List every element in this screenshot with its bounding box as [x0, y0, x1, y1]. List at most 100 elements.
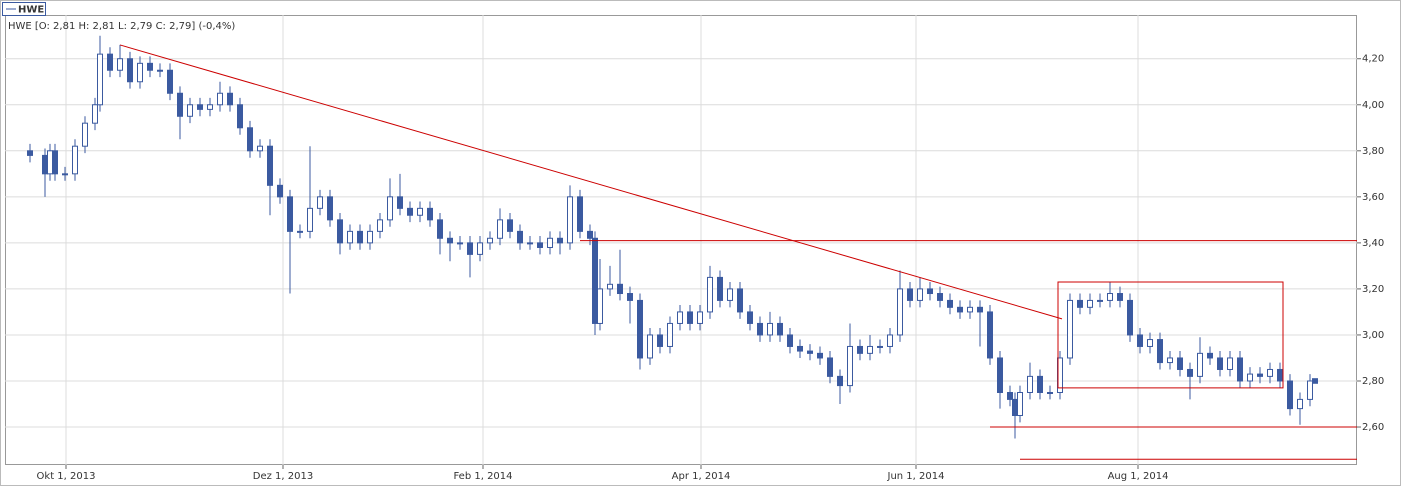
- candle-body: [397, 196, 403, 209]
- candle-body: [327, 196, 333, 221]
- candle-body: [407, 207, 413, 216]
- candle-body: [1137, 334, 1143, 347]
- marks: [27, 35, 1357, 460]
- candle-body: [1277, 368, 1283, 382]
- candle-body: [887, 334, 893, 347]
- candle-body: [1047, 391, 1053, 394]
- candle-body: [827, 357, 833, 377]
- candle-body: [497, 219, 503, 239]
- candle-body: [147, 62, 153, 71]
- candle-body: [937, 293, 943, 301]
- candle-body: [97, 53, 103, 106]
- candle-body: [337, 219, 343, 244]
- candle-body: [377, 219, 383, 232]
- candle-body: [1117, 293, 1123, 301]
- candle-body: [877, 345, 883, 348]
- plot-area: [5, 15, 1357, 465]
- candle-body: [1007, 391, 1013, 400]
- candle-body: [1147, 339, 1153, 347]
- candle-body: [347, 230, 353, 244]
- candle-body: [1177, 357, 1183, 370]
- candle-body: [1097, 299, 1103, 302]
- candle-body: [897, 288, 903, 336]
- candle-body: [127, 58, 133, 83]
- x-tick-label: Okt 1, 2013: [37, 471, 96, 482]
- candle-body: [997, 357, 1003, 393]
- candle-body: [947, 299, 953, 308]
- candle-body: [587, 230, 593, 239]
- y-tick-label: 4,20: [1362, 54, 1384, 65]
- y-tick-label: 3,00: [1362, 330, 1384, 341]
- annotation-rect: [1057, 281, 1284, 389]
- candle-body: [1027, 375, 1033, 393]
- candle-body: [367, 230, 373, 244]
- candle-body: [837, 375, 843, 387]
- candle-body: [247, 127, 253, 152]
- candle-body: [717, 276, 723, 301]
- candle-body: [187, 104, 193, 117]
- candle-body: [797, 345, 803, 352]
- candle-body: [1247, 373, 1253, 382]
- annotation-line: [119, 44, 1063, 320]
- candle-body: [1087, 299, 1093, 308]
- candle-body: [387, 196, 393, 221]
- candle-body: [92, 104, 98, 124]
- candle-body: [757, 322, 763, 336]
- candle-body: [107, 53, 113, 71]
- candle-body: [27, 150, 33, 156]
- candle-body: [777, 322, 783, 336]
- candle-body: [657, 334, 663, 347]
- candle-body: [1307, 380, 1313, 400]
- candle-body: [807, 350, 813, 354]
- candle-body: [557, 237, 563, 244]
- candle-body: [307, 207, 313, 232]
- candle-body: [817, 352, 823, 359]
- candle-body: [1207, 352, 1213, 359]
- y-tick-label: 4,00: [1362, 100, 1384, 111]
- candle-body: [257, 145, 263, 152]
- candle-body: [627, 293, 633, 301]
- candle-body: [907, 288, 913, 301]
- candle-body: [217, 92, 223, 106]
- candle-body: [1187, 368, 1193, 377]
- candle-body: [62, 173, 68, 176]
- candle-body: [697, 311, 703, 324]
- candle-body: [1287, 380, 1293, 410]
- candle-body: [417, 207, 423, 216]
- candle-body: [847, 345, 853, 387]
- candle-body: [857, 345, 863, 354]
- candle-body: [867, 345, 873, 354]
- candle-body: [727, 288, 733, 301]
- candle-body: [607, 283, 613, 290]
- candle-body: [767, 322, 773, 336]
- candle-body: [297, 230, 303, 233]
- candle-body: [207, 104, 213, 110]
- candle-body: [1257, 373, 1263, 377]
- candle-body: [617, 283, 623, 295]
- candle-body: [637, 299, 643, 359]
- candle-body: [1107, 293, 1113, 301]
- candle-body: [42, 154, 48, 175]
- candle-body: [1157, 339, 1163, 364]
- legend-box: [2, 2, 46, 16]
- candle-body: [592, 237, 598, 324]
- candle-body: [47, 150, 53, 175]
- y-tick-label: 3,40: [1362, 238, 1384, 249]
- candle-body: [477, 242, 483, 255]
- candle-body: [957, 306, 963, 313]
- candle-body: [467, 242, 473, 255]
- candle-body: [227, 92, 233, 106]
- candle-body: [1037, 375, 1043, 393]
- y-tick-label: 2,60: [1362, 422, 1384, 433]
- candle-body: [82, 122, 88, 147]
- candle-body: [707, 276, 713, 313]
- candle-body: [267, 145, 273, 186]
- candle-body: [437, 219, 443, 239]
- x-tick-label: Jun 1, 2014: [887, 471, 945, 482]
- x-tick-label: Aug 1, 2014: [1108, 471, 1169, 482]
- candle-body: [1237, 357, 1243, 382]
- candle-body: [1312, 378, 1318, 384]
- candle-body: [1067, 299, 1073, 359]
